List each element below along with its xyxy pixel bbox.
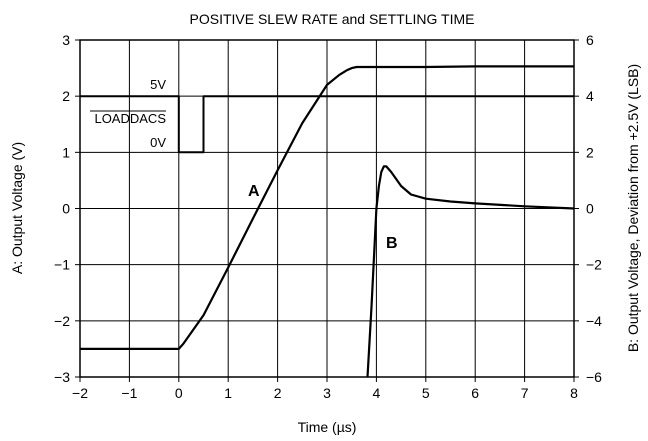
- loaddacs-low-level-label: 0V: [150, 135, 166, 150]
- y-left-tick-label: −2: [54, 313, 70, 329]
- x-tick-label: 2: [274, 385, 282, 401]
- x-tick-label: −2: [72, 385, 88, 401]
- y-right-tick-label: 4: [586, 88, 594, 104]
- series-b-line: [366, 165, 575, 378]
- x-tick-label: 6: [471, 385, 479, 401]
- y-right-tick-label: −6: [586, 369, 602, 385]
- y-right-tick-label: 2: [586, 144, 594, 160]
- trace-a-label: A: [248, 183, 260, 200]
- y-left-tick-label: 1: [62, 144, 70, 160]
- loaddacs-high-level-label: 5V: [150, 77, 166, 92]
- x-tick-label: 4: [373, 385, 381, 401]
- y-right-tick-label: −4: [586, 313, 602, 329]
- y-right-axis-ticks: −6 −4 −2 0 2 4 6: [574, 32, 602, 385]
- x-tick-label: 8: [570, 385, 578, 401]
- chart-title: POSITIVE SLEW RATE and SETTLING TIME: [190, 11, 475, 27]
- trace-b-label: B: [386, 235, 398, 252]
- x-axis-label: Time (µs): [298, 419, 357, 435]
- y-left-tick-label: 0: [62, 201, 70, 217]
- y-left-tick-label: 2: [62, 88, 70, 104]
- y-right-tick-label: 6: [586, 32, 594, 48]
- y-left-axis-ticks: −3 −2 −1 0 1 2 3: [54, 32, 80, 385]
- x-tick-label: 0: [175, 385, 183, 401]
- series-a-line: [80, 65, 574, 350]
- x-axis-ticks: −2 −1 0 1 2 3 4 5 6 7 8: [72, 377, 578, 401]
- y-left-tick-label: −1: [54, 257, 70, 273]
- x-tick-label: −1: [121, 385, 137, 401]
- y-left-tick-label: −3: [54, 369, 70, 385]
- x-tick-label: 1: [224, 385, 232, 401]
- y-left-tick-label: 3: [62, 32, 70, 48]
- x-tick-label: 7: [521, 385, 529, 401]
- y-right-axis-label: B: Output Voltage, Deviation from +2.5V …: [625, 64, 641, 352]
- x-tick-label: 3: [323, 385, 331, 401]
- loaddacs-signal-label: LOADDACS: [94, 111, 166, 126]
- y-right-tick-label: −2: [586, 257, 602, 273]
- x-tick-label: 5: [422, 385, 430, 401]
- series-loaddacs-line: [80, 95, 574, 154]
- y-right-tick-label: 0: [586, 201, 594, 217]
- y-left-axis-label: A: Output Voltage (V): [9, 142, 25, 274]
- series-group: [80, 65, 575, 378]
